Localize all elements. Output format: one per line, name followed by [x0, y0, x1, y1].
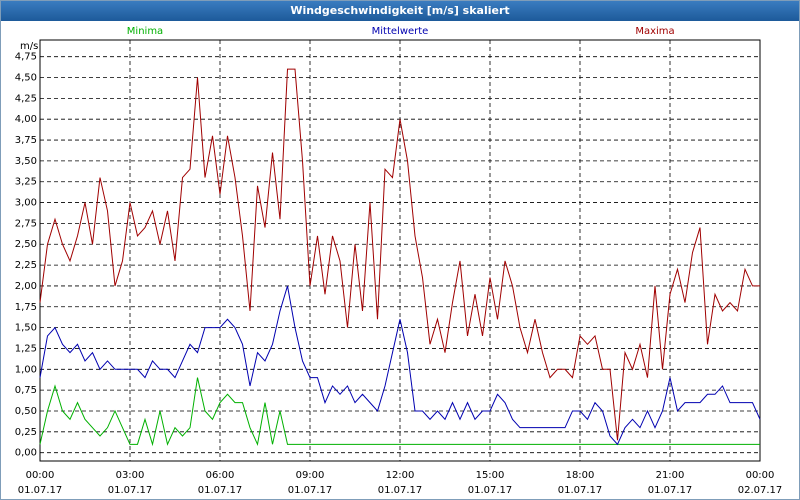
y-tick-label: 2,25 [15, 260, 37, 271]
y-unit: m/s [20, 41, 38, 52]
series-line [39, 377, 760, 447]
x-tick-label: 09:00 [296, 470, 325, 481]
x-tick-date: 01.07.17 [558, 485, 603, 496]
legend-label: Mittelwerte [372, 26, 429, 37]
x-tick-label: 00:00 [26, 470, 55, 481]
y-tick-label: 1,50 [15, 323, 37, 334]
y-tick-label: 1,00 [15, 364, 37, 375]
y-tick-label: 3,25 [15, 177, 37, 188]
x-tick-date: 01.07.17 [378, 485, 423, 496]
y-tick-label: 0,50 [15, 406, 37, 417]
series-line [39, 68, 760, 441]
x-tick-label: 03:00 [116, 470, 145, 481]
legend-label: Maxima [635, 26, 674, 37]
y-tick-label: 2,50 [15, 239, 37, 250]
x-tick-date: 01.07.17 [108, 485, 153, 496]
x-tick-label: 00:00 [746, 470, 775, 481]
y-tick-label: 0,00 [15, 448, 37, 459]
y-tick-label: 4,00 [15, 114, 37, 125]
y-tick-label: 1,25 [15, 343, 37, 354]
y-tick-label: 0,25 [15, 427, 37, 438]
y-tick-label: 2,00 [15, 281, 37, 292]
y-tick-label: 4,75 [15, 52, 37, 63]
legend-label: Minima [127, 26, 163, 37]
y-tick-label: 4,25 [15, 93, 37, 104]
x-tick-label: 18:00 [566, 470, 595, 481]
x-tick-date: 01.07.17 [288, 485, 333, 496]
x-tick-label: 21:00 [656, 470, 685, 481]
x-tick-date: 01.07.17 [468, 485, 513, 496]
x-tick-date: 01.07.17 [648, 485, 693, 496]
x-tick-date: 01.07.17 [198, 485, 243, 496]
y-tick-label: 2,75 [15, 218, 37, 229]
title-bar: Windgeschwindigkeit [m/s] skaliert [1, 1, 799, 21]
y-tick-label: 3,00 [15, 198, 37, 209]
x-tick-label: 06:00 [206, 470, 235, 481]
x-tick-date: 01.07.17 [18, 485, 63, 496]
y-tick-label: 3,50 [15, 156, 37, 167]
y-tick-label: 0,75 [15, 385, 37, 396]
x-tick-label: 15:00 [476, 470, 505, 481]
x-tick-label: 12:00 [386, 470, 415, 481]
y-tick-label: 3,75 [15, 135, 37, 146]
series-line [39, 285, 761, 446]
y-tick-label: 1,75 [15, 302, 37, 313]
x-tick-date: 02.07.17 [738, 485, 783, 496]
y-tick-label: 4,50 [15, 73, 37, 84]
